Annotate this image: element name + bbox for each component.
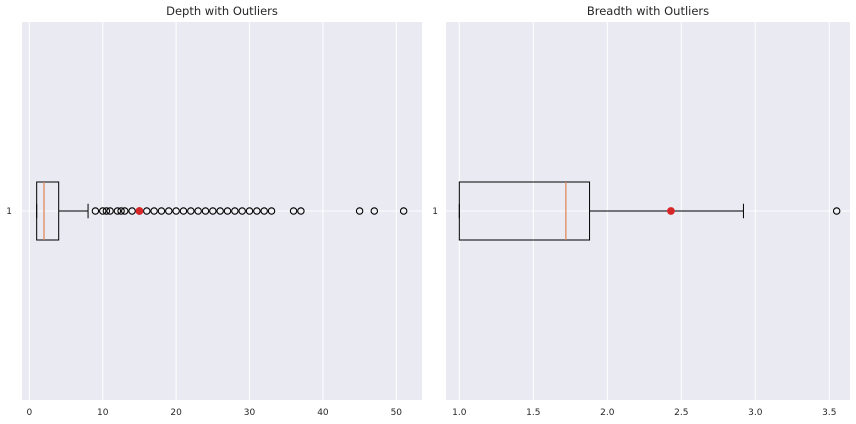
outlier-point <box>355 207 364 215</box>
iqr-box <box>458 181 591 241</box>
chart-title-depth: Depth with Outliers <box>166 4 278 18</box>
outlier-point <box>106 207 114 215</box>
outlier-point <box>179 207 188 215</box>
x-tick-label: 30 <box>244 408 256 418</box>
x-tick-label: 1.0 <box>452 408 467 418</box>
outlier-point <box>238 207 246 215</box>
outlier-point <box>165 207 173 215</box>
x-tick-label: 20 <box>170 408 182 418</box>
x-tick-labels-depth: 0 10 20 30 40 50 <box>26 408 402 418</box>
outlier-point <box>121 207 129 215</box>
subplot-depth: Depth with Outliers 1 0 10 20 30 40 50 <box>6 4 422 418</box>
x-tick-label: 0 <box>26 408 32 418</box>
outlier-point <box>399 207 408 215</box>
outlier-point <box>187 207 195 215</box>
x-tick-label: 3.0 <box>748 408 763 418</box>
subplot-breadth: Breadth with Outliers 1 1.0 1.5 2.0 2.5 3.0 3… <box>432 4 850 418</box>
y-tick-label-breadth: 1 <box>432 207 438 217</box>
outlier-point <box>201 207 210 215</box>
x-tick-label: 2.0 <box>600 408 615 418</box>
iqr-box <box>36 181 60 241</box>
outlier-point <box>143 207 151 215</box>
outlier-point <box>832 207 841 215</box>
chart-title-breadth: Breadth with Outliers <box>587 4 709 18</box>
highlight-point <box>135 207 144 215</box>
outlier-point <box>98 207 107 215</box>
outlier-point <box>150 207 158 215</box>
x-tick-labels-breadth: 1.0 1.5 2.0 2.5 3.0 3.5 <box>452 408 836 418</box>
outlier-point <box>231 207 239 215</box>
box-marks-depth <box>36 181 408 241</box>
outlier-point <box>260 207 268 215</box>
outlier-point <box>209 207 217 215</box>
x-tick-label: 2.5 <box>674 408 688 418</box>
outlier-point <box>128 207 136 215</box>
grid-breadth <box>446 22 850 400</box>
outlier-point <box>157 207 166 215</box>
outlier-point <box>117 207 125 215</box>
x-tick-label: 3.5 <box>822 408 836 418</box>
outlier-point <box>91 207 100 215</box>
outlier-point <box>267 207 276 215</box>
outlier-point <box>172 207 180 215</box>
outlier-point <box>370 207 379 215</box>
x-tick-label: 1.5 <box>526 408 540 418</box>
outlier-point <box>216 207 224 215</box>
outlier-point <box>223 207 232 215</box>
outlier-point <box>297 207 305 215</box>
outlier-point <box>253 207 261 215</box>
outlier-point <box>102 207 111 215</box>
box-marks-breadth <box>458 181 841 241</box>
x-tick-label: 40 <box>317 408 329 418</box>
x-tick-label: 10 <box>97 408 109 418</box>
outlier-point <box>113 207 122 215</box>
highlight-point <box>667 207 675 215</box>
outlier-point <box>194 207 202 215</box>
x-tick-label: 50 <box>391 408 403 418</box>
outlier-point <box>245 207 254 215</box>
y-tick-label-depth: 1 <box>6 207 12 217</box>
outlier-point <box>289 207 298 215</box>
